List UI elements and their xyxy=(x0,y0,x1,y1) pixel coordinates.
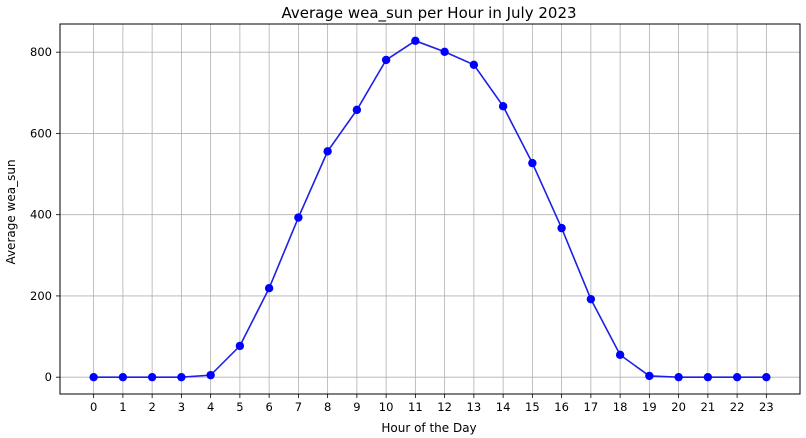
data-point xyxy=(615,350,625,360)
x-tick-label: 0 xyxy=(90,400,97,414)
y-tick-label: 600 xyxy=(30,126,52,140)
x-tick-label: 7 xyxy=(295,400,302,414)
x-tick-label: 12 xyxy=(437,400,452,414)
data-point xyxy=(118,372,128,382)
x-tick-label: 13 xyxy=(467,400,482,414)
data-point xyxy=(177,372,186,382)
data-point xyxy=(498,102,508,111)
x-tick-label: 5 xyxy=(236,400,243,414)
data-point xyxy=(264,284,274,293)
data-point xyxy=(674,372,683,382)
data-point xyxy=(762,372,771,382)
x-tick-label: 18 xyxy=(613,400,628,414)
data-point xyxy=(703,372,713,382)
x-tick-label: 4 xyxy=(207,400,214,414)
x-tick-label: 8 xyxy=(324,400,331,414)
data-point xyxy=(557,223,566,233)
x-tick-label: 21 xyxy=(701,400,716,414)
x-tick-label: 6 xyxy=(265,400,272,414)
x-tick-label: 15 xyxy=(525,400,540,414)
plot-area-frame xyxy=(59,23,801,395)
x-tick-label: 9 xyxy=(353,400,360,414)
x-tick-label: 20 xyxy=(671,400,686,414)
x-tick-label: 2 xyxy=(148,400,155,414)
x-tick-label: 14 xyxy=(496,400,511,414)
x-tick-label: 10 xyxy=(379,400,394,414)
x-axis-label: Hour of the Day xyxy=(381,421,476,435)
series-markers xyxy=(89,36,771,382)
y-axis-label: Average wea_sun xyxy=(4,159,18,264)
data-point xyxy=(323,147,332,156)
x-axis-ticks: 0 1 2 3 4 5 6 7 8 9 10 11 12 13 14 15 16 17 18 19 20 21 22 23 xyxy=(90,394,774,414)
data-point xyxy=(411,36,420,46)
x-tick-label: 19 xyxy=(642,400,657,414)
x-tick-label: 16 xyxy=(554,400,569,414)
series-line xyxy=(93,39,767,378)
data-point xyxy=(645,371,654,381)
chart-title: Average wea_sun per Hour in July 2023 xyxy=(281,4,576,23)
data-point xyxy=(206,370,215,380)
y-tick-label: 200 xyxy=(30,289,52,303)
y-axis-ticks: 0 200 400 600 800 xyxy=(30,45,60,384)
data-point xyxy=(440,47,449,56)
x-tick-label: 11 xyxy=(408,400,423,414)
x-tick-label: 3 xyxy=(178,400,185,414)
data-point xyxy=(235,341,245,351)
data-point xyxy=(147,372,157,382)
x-tick-label: 22 xyxy=(730,400,745,414)
x-tick-label: 1 xyxy=(119,400,126,414)
data-point xyxy=(352,105,362,115)
y-tick-label: 800 xyxy=(30,45,52,59)
x-tick-label: 17 xyxy=(584,400,599,414)
data-point xyxy=(294,213,303,222)
data-point xyxy=(732,372,742,382)
y-tick-label: 0 xyxy=(45,370,52,384)
y-tick-label: 400 xyxy=(30,208,52,222)
data-point xyxy=(528,158,537,168)
data-point xyxy=(469,60,479,69)
x-tick-label: 23 xyxy=(759,400,774,414)
data-point xyxy=(586,294,596,304)
data-point xyxy=(89,372,98,382)
data-point xyxy=(381,55,391,65)
grid-lines xyxy=(60,24,800,394)
